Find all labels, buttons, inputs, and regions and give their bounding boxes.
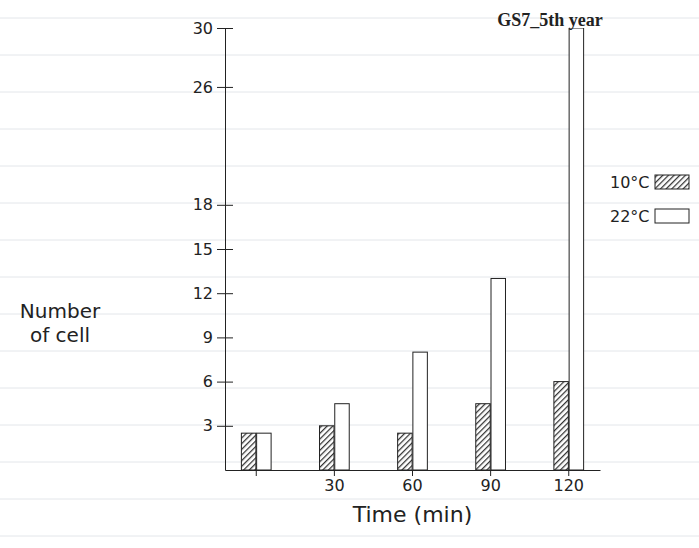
y-axis-title: Numberof cell [20,299,101,347]
x-tick-label: 90 [480,476,500,495]
y-tick: 6 [203,372,233,391]
y-tick: 12 [193,284,233,303]
x-tick-label: 120 [553,476,584,495]
x-tick-label: 60 [402,476,422,495]
x-tick: 120 [553,470,584,495]
y-tick-label: 26 [193,78,213,97]
x-axis-title: Time (min) [352,502,473,527]
paper-line [0,166,699,167]
y-tick-mark [217,28,233,29]
y-tick-mark [217,426,233,427]
x-tick: 30 [324,470,344,495]
x-tick: 60 [402,470,422,495]
y-tick-mark [217,293,233,294]
bar [476,404,490,470]
y-tick-label: 9 [203,328,213,347]
chart: 3 6 9 12 15 18 26 30 30 60 90 120 Time (min) Numberof… [0,0,699,548]
bar [569,28,583,470]
paper-line [0,129,699,130]
y-tick: 15 [193,240,233,259]
y-tick-label: 30 [193,19,213,38]
x-axis: 30 60 90 120 [226,470,601,495]
paper-line [0,277,699,278]
paper-line [0,314,699,315]
y-tick: 26 [193,78,233,97]
bar [398,433,412,470]
y-tick: 3 [203,416,233,435]
x-tick-mark [412,470,413,476]
y-tick: 18 [193,195,233,214]
legend-swatch [655,175,689,189]
paper-line [0,499,699,500]
paper-line [0,388,699,389]
bar [413,352,427,470]
paper-line [0,92,699,93]
legend-label: 10°C [610,173,650,192]
y-axis: 3 6 9 12 15 18 26 30 [193,19,233,471]
y-tick-mark [217,205,233,206]
bar [554,382,568,470]
bar [491,278,505,470]
y-tick-mark [217,382,233,383]
y-tick-mark [217,87,233,88]
paper-line [0,536,699,537]
y-tick-label: 12 [193,284,213,303]
legend: 10°C 22°C [610,173,689,226]
x-tick [256,470,257,476]
paper-lines [0,18,699,536]
bar [335,404,349,470]
bar [257,433,271,470]
paper-line [0,55,699,56]
x-tick-mark [256,470,257,476]
y-tick-mark [217,337,233,338]
bar [241,433,255,470]
x-tick-mark [334,470,335,476]
y-tick-mark [217,249,233,250]
paper-line [0,351,699,352]
paper-line [0,203,699,204]
title: GS7_5th year [497,10,603,30]
bar [320,426,334,470]
y-tick-label: 6 [203,372,213,391]
x-tick-label: 30 [324,476,344,495]
legend-label: 22°C [610,207,650,226]
paper-line [0,240,699,241]
y-tick-label: 18 [193,195,213,214]
y-tick: 30 [193,19,233,38]
legend-swatch [655,209,689,223]
y-tick-label: 15 [193,240,213,259]
bars [241,28,583,470]
y-tick-label: 3 [203,416,213,435]
y-tick: 9 [203,328,233,347]
x-tick-mark [490,470,491,476]
x-tick-mark [568,470,569,476]
x-tick: 90 [480,470,500,495]
